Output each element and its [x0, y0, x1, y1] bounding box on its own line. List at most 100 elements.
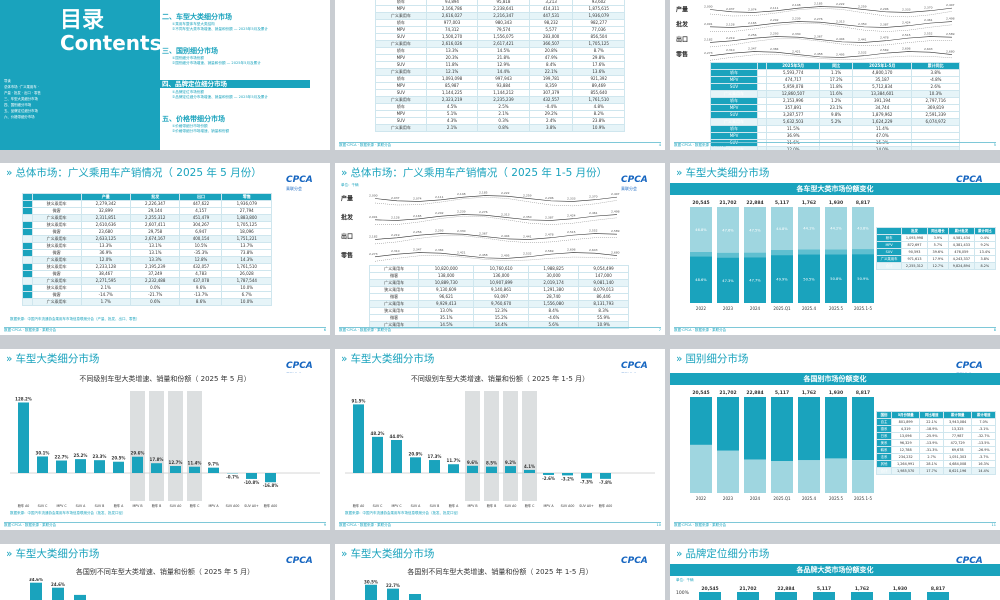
table-row: SUV 11.8% 12.9% 8.4% 17.6% — [375, 61, 625, 69]
bar-value-label: 9.6% — [467, 460, 478, 465]
stack-segment — [690, 444, 712, 493]
table-cell: 29.8% — [572, 54, 625, 62]
slide-footer: 数据·CPCA · 数据来源 · 乘联分会 6 — [4, 327, 326, 332]
table-cell: 474,717 — [766, 76, 820, 84]
table-cell: 29.2% — [528, 110, 574, 118]
data-label: 2,091 — [369, 215, 378, 219]
slide-toc[interactable]: 目录 Contents 导读 总体市场 ·广义乘用车 · 产量 · 批发 · 出口 … — [0, 0, 330, 150]
stack-segment — [825, 249, 847, 255]
data-label: 2,128 — [726, 22, 735, 26]
table-cell: 2,633,125 — [80, 235, 131, 243]
source-note: 数据来源：中国汽车流通协会乘用车市场信息联席分会（产量、批发、出口、零售） — [10, 317, 140, 321]
data-label: 2,424 — [902, 21, 911, 25]
toc-item[interactable]: 五、价格带细分市场 — [162, 115, 225, 123]
table-cell — [22, 256, 33, 264]
table-cell — [818, 125, 854, 133]
segment-label: 47.5% — [749, 228, 761, 232]
brand-share-chart: 100% 20,545 21,702 22,884 5,117 1,762 1,930 8,8… — [676, 586, 949, 600]
toc-subitem: ②国别细分市场增速、销量和份额 — 2025年5月及累计 — [172, 61, 261, 65]
slide-title: » 车型大类细分市场 — [6, 353, 100, 365]
total-label: 1,930 — [893, 586, 907, 592]
highlight-band — [522, 391, 537, 501]
slide-footer: 数据·CPCA · 数据来源 · 乘联分会 8 — [674, 327, 996, 332]
data-label: 2,000 — [369, 194, 378, 198]
table-cell: MPV — [709, 132, 759, 140]
table-cell — [757, 111, 768, 119]
table-cell: 2,232,488 — [129, 277, 181, 285]
table-cell: 9,140,861 — [473, 286, 530, 294]
table-cell: 10.9% — [572, 124, 625, 132]
slide-overall-may[interactable]: » 总体市场：广义乘用车产销情况（ 2025 年 5 月份） CPCA 乘联分会 产… — [0, 163, 330, 335]
stack-segment — [775, 592, 797, 600]
stack-segment — [771, 255, 793, 303]
table-cell: 11.8% — [818, 83, 854, 91]
stack-segment — [771, 397, 793, 462]
category-label: SUV A — [411, 504, 422, 508]
segment-label: 50.8% — [830, 277, 842, 281]
toc-item[interactable]: 三、国别细分市场 — [162, 47, 218, 55]
table-cell: 8.7% — [572, 47, 625, 55]
table-cell: 轿车 — [709, 125, 759, 133]
data-label: 2,202 — [770, 18, 779, 22]
chart-title: 不同级别车型大类增速、销量和份额（ 2025 年 5 月） — [0, 373, 330, 385]
table-cell: -35.3% — [179, 249, 223, 257]
table-cell: 21.8% — [477, 54, 530, 62]
table-cell: 22.1% — [528, 68, 574, 76]
slide-lines-top[interactable]: 产量 2,000 2,037 2,074 2,111 2,148 2,185 2,222 2,2… — [670, 0, 1000, 150]
data-label: 2,387 — [880, 22, 889, 26]
table-cell: 2,311,851 — [80, 214, 131, 222]
table-cell: 2,238,641 — [477, 5, 530, 13]
table-cell: 1,761,510 — [572, 96, 625, 104]
bar-value-label: -7.3% — [580, 479, 593, 484]
stack-segment — [744, 252, 766, 258]
growth-bar — [410, 457, 421, 473]
table-row: 美系 96,329 -13.9% 472,729 -13.5% — [876, 439, 996, 447]
data-label: 2,202 — [435, 211, 444, 215]
table-cell: 391,194 — [852, 97, 913, 105]
table-cell: 12.8% — [179, 256, 223, 264]
table-cell: 广义乘用车 — [709, 90, 759, 98]
table-cell: 18,096 — [221, 228, 272, 236]
data-label: 2,515 — [567, 230, 576, 234]
growth-bar — [429, 460, 440, 473]
slide-overall-ytd[interactable]: » 总体市场：广义乘用车产销情况（ 2025 年 1-5 月份） CPCA 乘联分会… — [335, 163, 665, 335]
category-label: 2025.Q1 — [773, 306, 791, 311]
table-cell: MPV — [375, 54, 427, 62]
table-row: 轿车 1,093,998 3.9% 4,581,434 0.4% — [875, 234, 997, 242]
table-cell: SUV — [375, 33, 427, 41]
data-label: 2,458 — [479, 253, 488, 257]
row-label: 批发 — [676, 21, 688, 29]
toc-small-line: 导读 — [4, 79, 11, 83]
table-cell: 432,057 — [179, 263, 223, 271]
table-cell: 23.1% — [818, 104, 854, 112]
table-cell: 2,019,174 — [528, 279, 580, 287]
toc-item[interactable]: 二、车型大类细分市场 — [162, 13, 232, 21]
table-cell: 1,875,615 — [572, 5, 625, 13]
toc-item[interactable]: 四、品牌定位细分市场 — [160, 80, 310, 88]
bar-value-label: 24.6% — [51, 582, 65, 587]
bar-value-label: 25.2% — [74, 453, 88, 458]
data-label: 2,495 — [501, 253, 510, 257]
table-cell: 0.0% — [129, 284, 181, 292]
slide-sales-table-top[interactable]: 轿车 93,894 95,818 3,213 93,602 MPV 2,166,786 2,2… — [335, 0, 665, 150]
table-cell: 14.4% — [971, 467, 996, 475]
table-cell: 3.8% — [973, 255, 997, 263]
growth-bar — [18, 402, 29, 473]
data-label: 2,552 — [589, 229, 598, 233]
series-2025-line — [709, 51, 953, 58]
series-2024-line — [709, 38, 953, 48]
table-row: 轿车 1,093,098 997,943 199,781 921,392 — [375, 75, 625, 83]
table-cell: 轿车 — [375, 103, 427, 111]
category-label: SUV B — [95, 504, 105, 508]
table-cell: 20.8% — [528, 47, 574, 55]
